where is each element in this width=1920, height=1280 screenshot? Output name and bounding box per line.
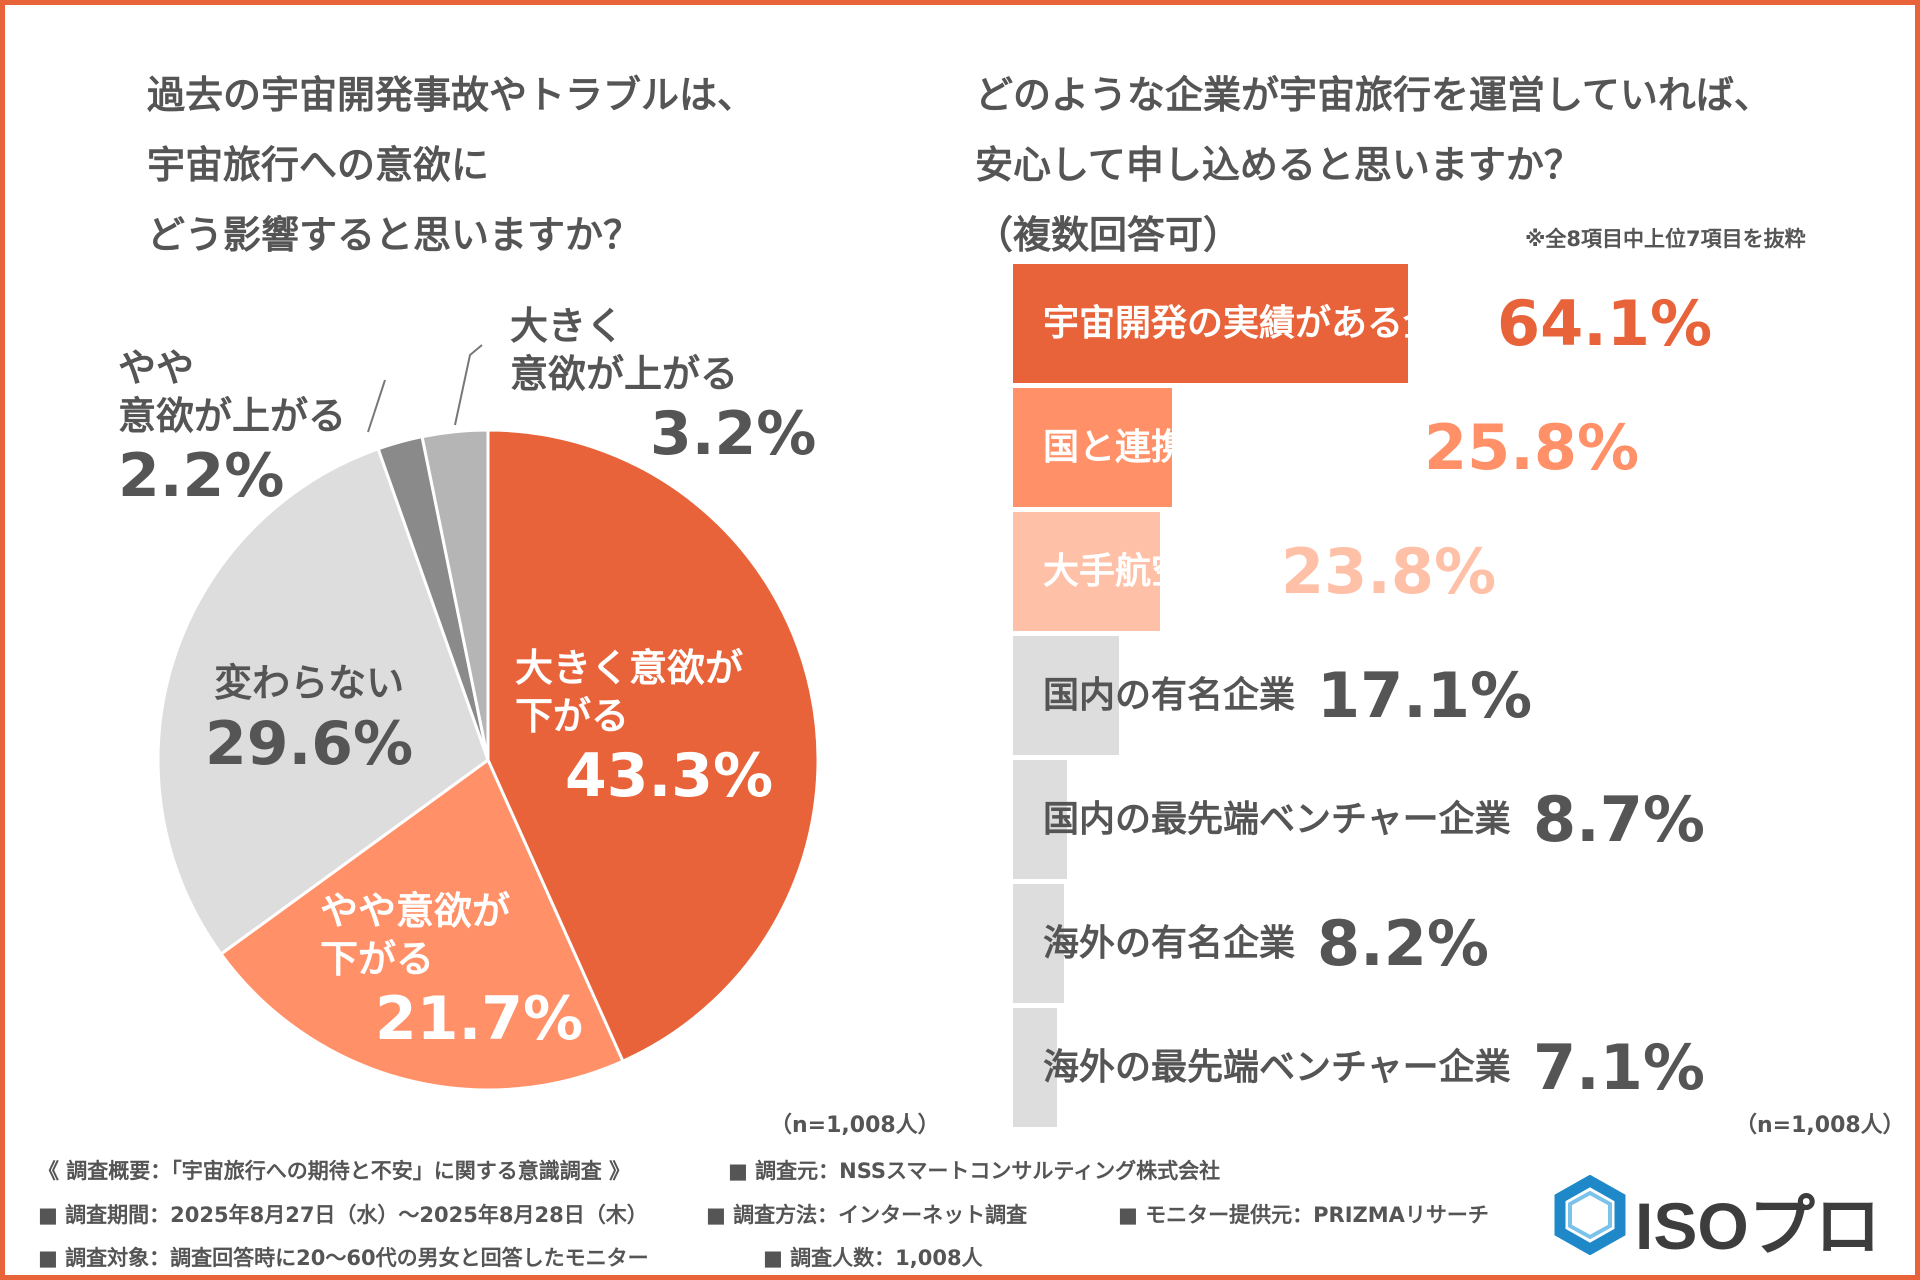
bar-label: 国内の最先端ベンチャー企業 [1043,799,1511,840]
survey-period: ■ 調査期間：2025年8月27日（水）～2025年8月28日（木） [38,1203,648,1227]
bar-row: 海外の最先端ベンチャー企業 7.1% [1013,1008,1893,1127]
survey-target: ■ 調査対象：調査回答時に20～60代の男女と回答したモニター [38,1246,649,1270]
survey-overview: 《 調査概要：「宇宙旅行への期待と不安」に関する意識調査 》 [38,1159,631,1183]
survey-method: ■ 調査方法：インターネット調査 [706,1203,1028,1227]
bar-value: 7.1% [1533,1031,1705,1104]
bar [1013,264,1409,383]
slice-value-3: 2.2% [118,441,285,511]
pie-slice-4 [420,428,490,761]
slice-label-1-text: やや意欲が 下がる [320,889,511,981]
survey-monitor: ■ モニター提供元：PRIZMAリサーチ [1118,1203,1489,1227]
survey-count: ■ 調査人数：1,008人 [763,1246,983,1270]
pie-chart-title: 過去の宇宙開発事故やトラブルは、 宇宙旅行への意欲に どう影響すると思いますか？ [147,73,756,257]
hexagon-icon [1554,1175,1626,1255]
pie-slice-1 [218,757,625,1092]
bar-value: 8.7% [1533,783,1705,856]
bar-chart-subnote: ※全8項目中上位7項目を抜粋 [1525,227,1806,251]
slice-label-1: やや意欲が 下がる 21.7% [320,868,583,1075]
leader-line-large-up [454,344,483,426]
leader-line-small-up [367,379,386,433]
bar-row: 海外の有名企業 8.2% [1013,884,1893,1003]
bar-label: 宇宙開発の実績がある企業 [1043,303,1476,344]
bar-row: 宇宙開発の実績がある企業 64.1% [1013,264,1893,383]
pie-slice-2 [156,446,490,957]
bar-row: 国と連携している企業 25.8% [1013,388,1893,507]
bar-label: 海外の最先端ベンチャー企業 [1043,1047,1511,1088]
bar-value: 25.8% [1424,411,1640,484]
slice-label-4: 大きく 意欲が上がる 3.2% [510,283,816,490]
survey-source: ■ 調査元：NSSスマートコンサルティング株式会社 [728,1159,1221,1183]
logo-text: ISOプロ [1635,1189,1881,1263]
pie-sample-size: （n=1,008人） [770,1113,940,1138]
bar [1013,388,1173,507]
slice-value-1: 21.7% [375,984,584,1054]
bar [1013,884,1064,1003]
slice-value-2: 29.6% [205,708,414,779]
bar-row: 大手航空会社 23.8% [1013,512,1893,631]
bar-value: 8.2% [1317,907,1489,980]
slice-value-4: 3.2% [650,399,817,469]
bar-row: 国内の有名企業 17.1% [1013,636,1893,755]
slice-label-0: 大きく意欲が 下がる 43.3% [515,625,773,832]
bar-value: 64.1% [1497,287,1713,360]
bar-row: 国内の最先端ベンチャー企業 8.7% [1013,760,1893,879]
bar [1013,636,1119,755]
bar-label: 海外の有名企業 [1043,923,1296,964]
bar [1013,512,1160,631]
slice-value-0: 43.3% [565,741,774,811]
slice-label-3: やや 意欲が上がる 2.2% [118,325,346,532]
bar [1013,1008,1057,1127]
slice-label-4-text: 大きく 意欲が上がる [510,304,739,396]
bar-label: 大手航空会社 [1043,551,1260,592]
slice-label-2: 変わらない 29.6% [205,640,413,800]
bar [1013,760,1067,879]
bar-value: 17.1% [1317,659,1533,732]
slice-label-0-text: 大きく意欲が 下がる [515,646,744,738]
pie-slice-0 [486,428,820,1064]
bar-value: 23.8% [1281,535,1497,608]
bar-label: 国内の有名企業 [1043,675,1296,716]
bar-chart-title: どのような企業が宇宙旅行を運営していれば、 安心して申し込めると思いますか？ （… [975,73,1772,257]
bar-label: 国と連携している企業 [1043,427,1402,468]
slice-label-2-text: 変わらない [214,661,405,705]
bar-sample-size: （n=1,008人） [1735,1113,1905,1138]
slice-label-3-text: やや 意欲が上がる [118,346,347,438]
isopro-logo: ISOプロ [1550,1175,1890,1263]
